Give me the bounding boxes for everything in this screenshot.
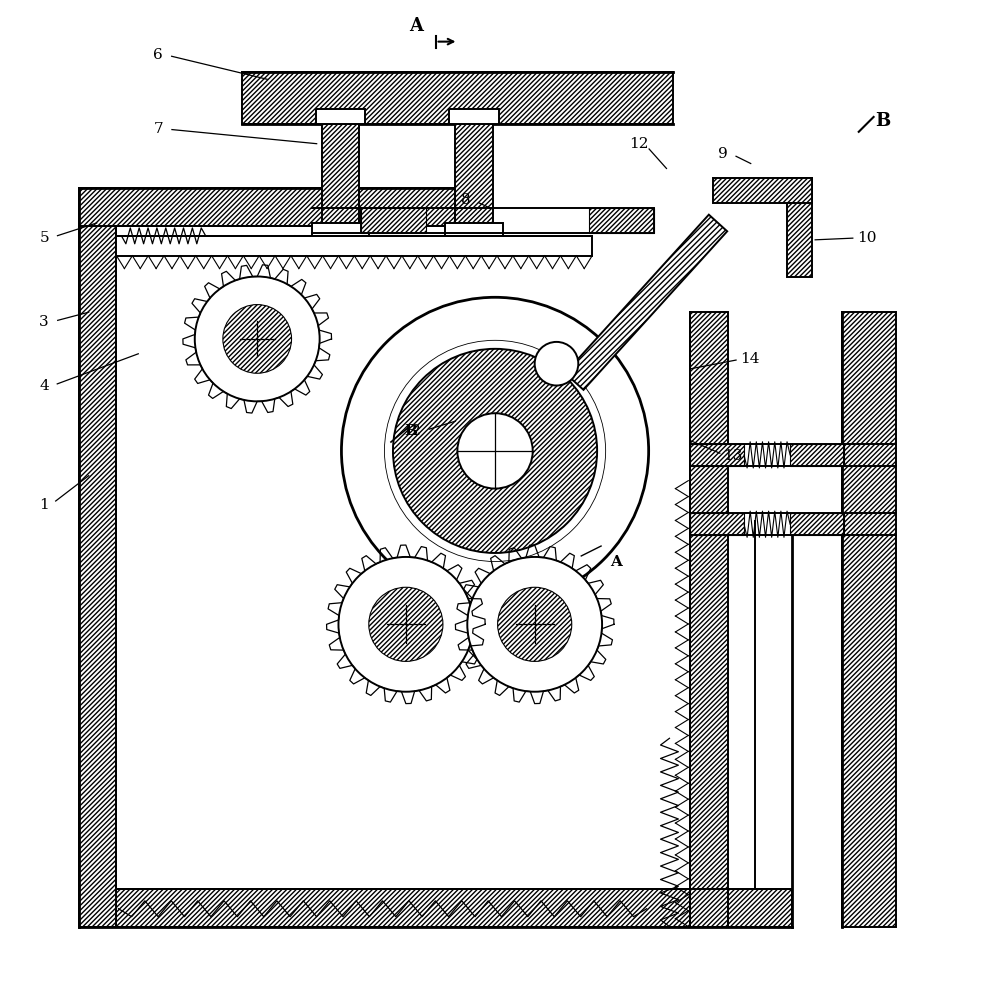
Polygon shape [690,444,744,466]
Circle shape [467,557,602,692]
Polygon shape [790,513,844,535]
Text: 10: 10 [857,231,876,245]
Text: 6: 6 [153,48,163,61]
Polygon shape [242,72,673,124]
Polygon shape [713,178,812,203]
Text: 9: 9 [718,147,728,161]
Text: 2: 2 [411,424,421,438]
Polygon shape [361,208,426,233]
Text: 3: 3 [39,315,49,329]
Text: B: B [875,112,890,130]
Circle shape [498,588,572,661]
Polygon shape [842,312,896,927]
Text: 14: 14 [740,352,759,366]
Circle shape [223,304,292,374]
Circle shape [195,276,320,401]
Polygon shape [79,188,464,226]
Polygon shape [455,124,493,223]
Text: A: A [409,17,423,35]
Text: B: B [404,424,417,438]
Polygon shape [79,188,116,927]
Polygon shape [565,215,727,389]
Circle shape [369,588,443,661]
Text: 13: 13 [723,449,743,463]
Polygon shape [316,109,365,124]
Polygon shape [322,124,359,223]
Text: 7: 7 [153,122,163,136]
Polygon shape [690,312,728,927]
Polygon shape [589,208,654,233]
Text: 8: 8 [461,193,470,207]
Polygon shape [116,236,592,256]
Polygon shape [790,444,844,466]
Circle shape [338,557,473,692]
Circle shape [393,349,597,553]
Text: 4: 4 [39,380,49,393]
Circle shape [535,342,578,385]
Polygon shape [449,109,499,124]
Polygon shape [79,889,792,927]
Polygon shape [690,513,744,535]
Polygon shape [787,178,812,277]
Circle shape [341,297,649,605]
Text: 1: 1 [39,498,49,512]
Text: A: A [610,555,622,569]
Text: 12: 12 [629,137,648,151]
Circle shape [457,413,533,489]
Polygon shape [445,223,503,241]
Text: 5: 5 [39,231,49,245]
Polygon shape [312,223,369,241]
